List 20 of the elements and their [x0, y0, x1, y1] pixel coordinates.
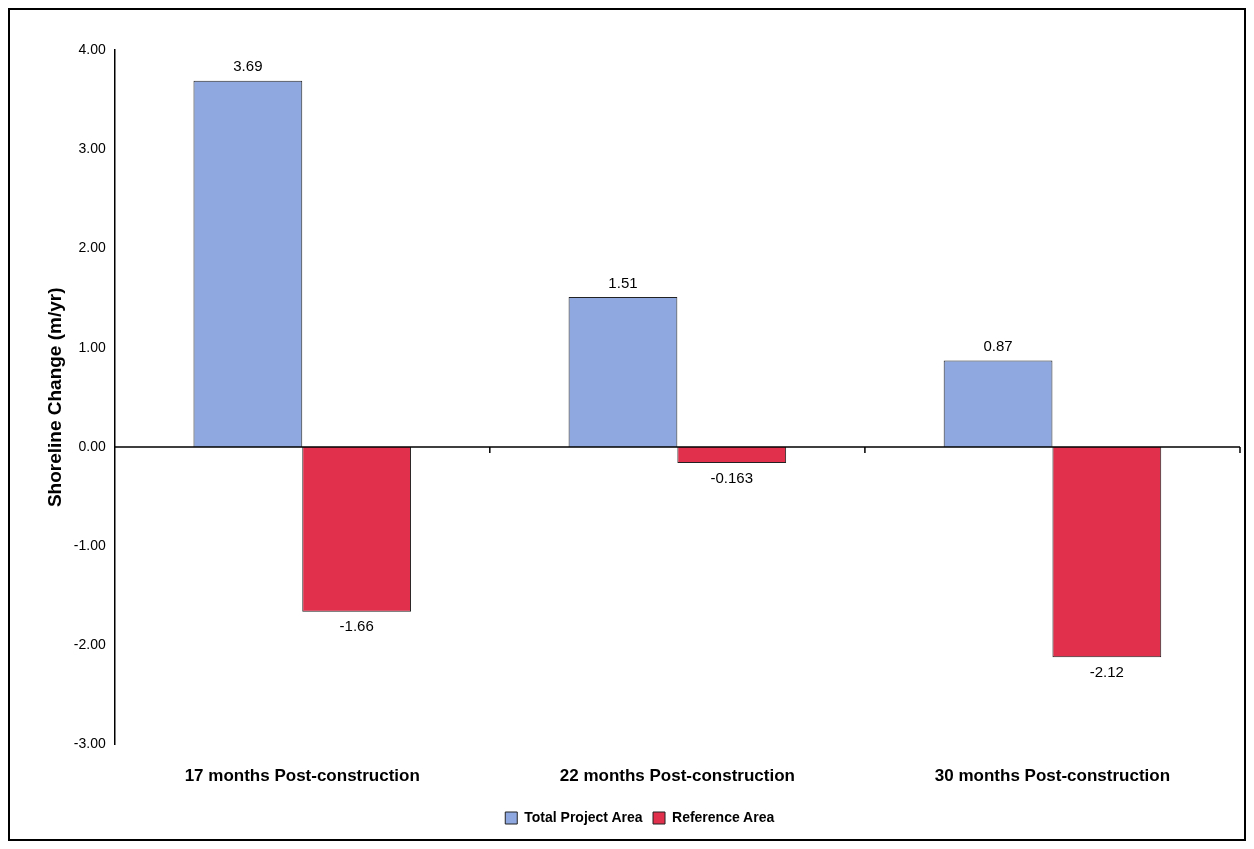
data-label: -2.12: [1089, 662, 1124, 680]
x-tick-label: 22 months Post-construction: [559, 766, 795, 786]
x-tick-label: 17 months Post-construction: [184, 766, 420, 786]
legend-label: Reference Area: [672, 808, 775, 825]
y-tick-label: -3.00: [73, 735, 106, 752]
y-tick-label: 1.00: [78, 338, 106, 355]
y-tick-label: -2.00: [73, 636, 106, 653]
y-tick-label: 4.00: [78, 40, 106, 57]
x-tick-label: 30 months Post-construction: [934, 766, 1171, 786]
data-label: -1.66: [339, 617, 374, 635]
data-label: 3.69: [233, 57, 263, 75]
legend-label: Total Project Area: [524, 808, 643, 825]
y-tick-label: 2.00: [78, 239, 106, 256]
data-label: 0.87: [983, 337, 1013, 355]
y-tick-label: 0.00: [78, 437, 106, 454]
y-tick-label: -1.00: [73, 537, 106, 553]
y-axis-title: Shoreline Change (m/yr): [43, 287, 65, 508]
data-label: -0.163: [710, 468, 754, 486]
data-label: 1.51: [608, 273, 638, 291]
y-tick-label: 3.00: [78, 140, 106, 157]
